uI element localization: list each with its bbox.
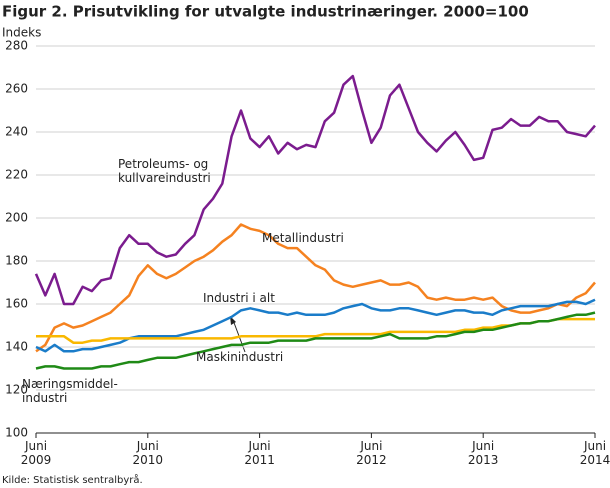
y-tick-label: 180 [5,254,28,268]
chart-title: Figur 2. Prisutvikling for utvalgte indu… [2,3,529,21]
series-label: Næringsmiddel- industri [22,377,118,405]
y-tick-label: 220 [5,168,28,182]
series-line [34,74,596,306]
series-label: Maskinindustri [196,350,284,364]
y-tick-label: 260 [5,82,28,96]
y-tick-label: 240 [5,125,28,139]
series-label: Metallindustri [262,231,344,245]
y-tick-label: 120 [5,383,28,397]
series-line [35,311,596,370]
x-tick-label: Juni 2012 [356,439,387,467]
source: Kilde: Statistisk sentralbyrå. [2,473,143,486]
series-line [35,223,596,353]
y-tick-label: 140 [5,340,28,354]
y-tick-label: 100 [5,426,28,440]
x-tick-label: Juni 2010 [132,439,164,467]
x-tick-label: Juni 2013 [467,439,499,467]
series-line [36,317,595,344]
series-label: Industri i alt [203,291,275,305]
x-tick-label: Juni 2014 [579,439,610,467]
y-tick-label: 160 [5,297,28,311]
x-tick-label: Juni 2009 [20,439,52,467]
y-tick-label: 200 [5,211,28,225]
x-tick-label: Juni 2011 [244,439,275,467]
y-tick-label: 280 [5,39,28,53]
y-axis-label: Indeks [2,26,41,40]
series-label: Petroleums- og kullvareindustri [118,157,211,185]
